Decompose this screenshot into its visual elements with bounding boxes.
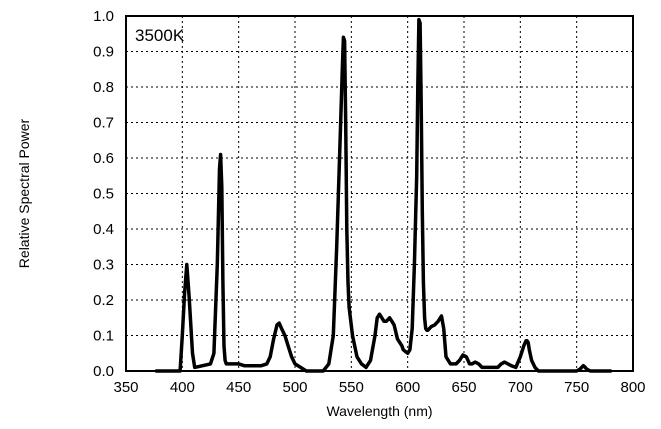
y-tick-label: 0.4 bbox=[93, 221, 114, 238]
x-tick-label: 350 bbox=[113, 379, 138, 396]
y-tick-label: 0.5 bbox=[93, 186, 114, 203]
y-axis-label: Relative Spectral Power bbox=[16, 118, 32, 268]
x-tick-label: 700 bbox=[508, 379, 533, 396]
series-layer bbox=[154, 17, 613, 373]
y-tick-label: 0.0 bbox=[93, 363, 114, 380]
x-tick-labels: 350 400 450 500 550 600 650 700 750 800 bbox=[113, 379, 645, 396]
x-tick-label: 800 bbox=[620, 379, 645, 396]
color-temperature-annotation: 3500K bbox=[135, 26, 185, 45]
x-tick-label: 500 bbox=[282, 379, 307, 396]
y-tick-label: 0.1 bbox=[93, 328, 114, 345]
x-axis-label: Wavelength (nm) bbox=[326, 403, 432, 419]
grid-lines bbox=[126, 16, 633, 371]
x-tick-label: 400 bbox=[170, 379, 195, 396]
x-tick-label: 650 bbox=[451, 379, 476, 396]
x-tick-label: 550 bbox=[339, 379, 364, 396]
y-tick-label: 0.3 bbox=[93, 257, 114, 274]
y-tick-label: 0.9 bbox=[93, 44, 114, 61]
y-tick-label: 1.0 bbox=[93, 8, 114, 25]
plot-frame bbox=[125, 15, 634, 372]
x-tick-label: 750 bbox=[564, 379, 589, 396]
y-tick-label: 0.6 bbox=[93, 150, 114, 167]
x-tick-label: 450 bbox=[226, 379, 251, 396]
y-tick-label: 0.2 bbox=[93, 292, 114, 309]
y-tick-label: 0.8 bbox=[93, 79, 114, 96]
y-tick-labels: 0.0 0.1 0.2 0.3 0.4 0.5 0.6 0.7 0.8 0.9 1.0 bbox=[93, 8, 114, 380]
spectrum-line bbox=[154, 17, 613, 373]
x-tick-label: 600 bbox=[395, 379, 420, 396]
y-tick-label: 0.7 bbox=[93, 115, 114, 132]
